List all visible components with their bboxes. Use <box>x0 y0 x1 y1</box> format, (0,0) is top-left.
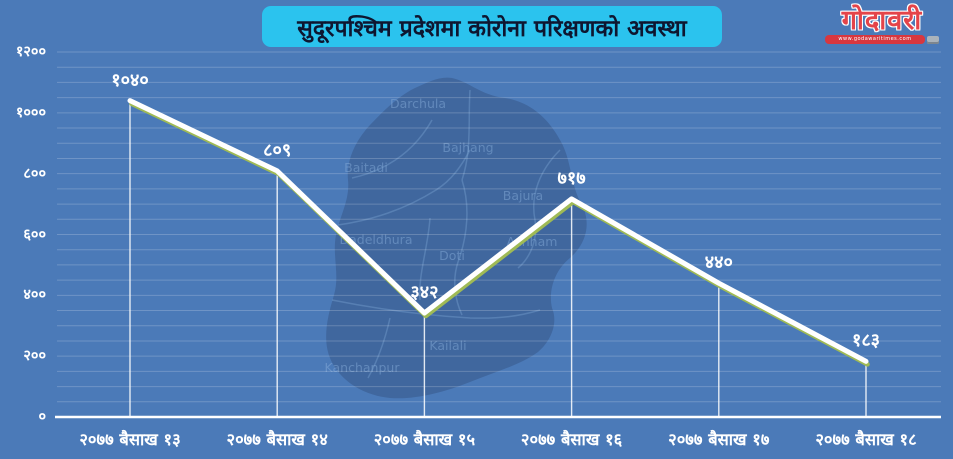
series-line <box>127 98 869 364</box>
district-label: Kailali <box>429 338 466 353</box>
data-point-value-label: ३४२ <box>410 281 439 303</box>
x-tick-label: २०७७ बैसाख १६ <box>520 430 623 449</box>
district-border <box>331 299 541 319</box>
district-border <box>367 317 391 379</box>
district-label: Doti <box>439 248 465 263</box>
y-tick-label: ८०० <box>23 165 46 182</box>
y-tick-label: २०० <box>23 348 46 365</box>
x-tick-label: २०७७ बैसाख १३ <box>79 430 181 449</box>
district-label: Bajhang <box>442 140 493 155</box>
chart-title: सुदूरपश्चिम प्रदेशमा कोरोना परिक्षणको अव… <box>297 15 687 42</box>
gridlines <box>57 51 941 403</box>
data-point-value-label: ४४० <box>704 252 733 274</box>
publisher-logo-badge-icon <box>927 35 939 44</box>
district-label: Kanchanpur <box>325 360 401 375</box>
x-tick-label: २०७७ बैसाख १७ <box>668 430 770 449</box>
district-label: Dadeldhura <box>340 232 413 247</box>
y-tick-label: १००० <box>15 104 46 121</box>
province-map-watermark: Darchula Bajhang Baitadi Bajura Dadeldhu… <box>325 77 587 399</box>
district-label: Darchula <box>390 96 446 111</box>
data-point-value-label: ८०९ <box>263 139 292 161</box>
data-point-value-label: १०४० <box>111 69 149 91</box>
publisher-logo-ribbon: www.godawaritimes.com <box>825 35 925 44</box>
publisher-logo-text: गोदावरी <box>841 5 923 36</box>
publisher-logo: गोदावरी www.godawaritimes.com <box>823 5 941 44</box>
district-border <box>418 217 431 301</box>
y-tick-label: ६०० <box>23 226 46 243</box>
chart-title-box: सुदूरपश्चिम प्रदेशमा कोरोना परिक्षणको अव… <box>262 6 722 47</box>
y-tick-label: ४०० <box>23 287 46 304</box>
district-border <box>337 149 471 226</box>
district-border <box>454 179 468 316</box>
y-tick-label: १२०० <box>15 44 46 60</box>
y-tick-label: ० <box>38 409 46 425</box>
district-border <box>461 89 471 181</box>
district-label: Baitadi <box>344 160 388 175</box>
district-border <box>351 119 433 179</box>
data-point-value-label: ७१७ <box>557 167 586 189</box>
data-point-value-label: १८३ <box>851 330 881 352</box>
x-tick-label: २०७७ बैसाख १५ <box>373 430 476 449</box>
district-label: Bajura <box>503 188 543 203</box>
publisher-tagline: www.godawaritimes.com <box>838 36 912 42</box>
district-border <box>517 149 561 269</box>
x-tick-label: २०७७ बैसाख १४ <box>226 430 328 449</box>
province-map-shape <box>326 77 587 399</box>
x-tick-label: २०७७ बैसाख १८ <box>815 430 917 449</box>
line-series <box>55 98 941 419</box>
